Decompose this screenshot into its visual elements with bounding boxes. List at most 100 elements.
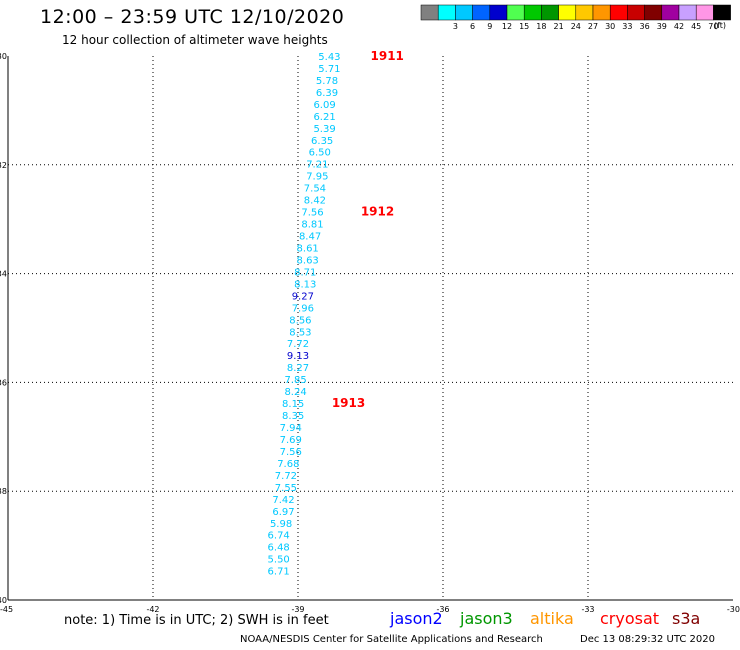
colorbar-bin xyxy=(472,4,491,21)
wave-height-point: 5.78 xyxy=(316,76,338,87)
wave-height-point: 8.13 xyxy=(294,279,316,290)
colorbar-tick-label: 42 xyxy=(674,22,684,31)
colorbar-bin xyxy=(523,4,542,21)
wave-height-point: 6.97 xyxy=(272,507,294,518)
y-tick-label: -40 xyxy=(0,596,7,605)
x-tick-label: -42 xyxy=(146,605,159,614)
colorbar-tick-label: 33 xyxy=(622,22,632,31)
colorbar-bin xyxy=(420,4,439,21)
x-tick-label: -33 xyxy=(581,605,594,614)
colorbar-bin xyxy=(558,4,577,21)
wave-height-point: 7.56 xyxy=(280,447,302,458)
colorbar-bin xyxy=(592,4,611,21)
wave-height-point: 5.39 xyxy=(313,124,335,135)
colorbar-unit: (ft) xyxy=(714,21,727,30)
colorbar-bin xyxy=(437,4,456,21)
pass-number-label: 1911 xyxy=(371,49,404,63)
wave-height-point: 7.72 xyxy=(275,471,297,482)
colorbar-tick-label: 39 xyxy=(657,22,667,31)
x-tick-label: -45 xyxy=(0,605,13,614)
wave-height-point: 7.54 xyxy=(304,184,326,195)
wave-height-point: 6.71 xyxy=(268,567,290,578)
x-tick-label: -30 xyxy=(727,605,740,614)
wave-height-point: 8.24 xyxy=(284,387,306,398)
chart-subtitle: 12 hour collection of altimeter wave hei… xyxy=(62,33,328,47)
colorbar-tick-label: 3 xyxy=(453,22,458,31)
colorbar-bin xyxy=(678,4,697,21)
wave-height-point: 7.72 xyxy=(287,339,309,350)
colorbar-bin xyxy=(455,4,473,21)
wave-height-point: 7.85 xyxy=(284,375,306,386)
wave-height-point: 7.68 xyxy=(277,459,299,470)
satellite-legend-cryosat: cryosat xyxy=(600,609,660,628)
colorbar-tick-label: 6 xyxy=(470,22,475,31)
colorbar-tick-label: 9 xyxy=(487,22,492,31)
wave-height-point: 9.13 xyxy=(287,351,309,362)
wave-height-point: 8.63 xyxy=(297,255,319,266)
wave-height-point: 7.95 xyxy=(306,172,328,183)
wave-height-point: 6.09 xyxy=(313,100,335,111)
satellite-legend-jason3: jason3 xyxy=(460,609,513,628)
colorbar-tick-label: 24 xyxy=(571,22,581,31)
colorbar-bin xyxy=(609,4,628,21)
colorbar-tick-label: 36 xyxy=(640,22,650,31)
y-tick-label: -32 xyxy=(0,161,7,170)
wave-height-point: 8.61 xyxy=(297,243,319,254)
colorbar-tick-label: 27 xyxy=(588,22,598,31)
wave-height-point: 7.55 xyxy=(275,483,297,494)
wave-height-point: 8.81 xyxy=(301,220,323,231)
generation-timestamp: Dec 13 08:29:32 UTC 2020 xyxy=(580,634,715,645)
colorbar-tick-label: 70 xyxy=(708,22,718,31)
x-tick-label: -39 xyxy=(291,605,304,614)
colorbar-bin xyxy=(661,4,680,21)
chart-title: 12:00 – 23:59 UTC 12/10/2020 xyxy=(40,6,345,28)
wave-height-point: 6.74 xyxy=(268,531,290,542)
colorbar-bin xyxy=(489,4,508,21)
colorbar-tick-label: 12 xyxy=(502,22,512,31)
wave-height-point: 5.50 xyxy=(268,555,290,566)
wave-height-point: 8.35 xyxy=(282,411,304,422)
wave-height-point: 8.56 xyxy=(289,315,311,326)
wave-height-point: 6.35 xyxy=(311,136,333,147)
wave-height-point: 7.69 xyxy=(280,435,302,446)
colorbar-bin xyxy=(695,4,714,21)
wave-height-point: 8.15 xyxy=(282,399,304,410)
colorbar-bin xyxy=(506,4,525,21)
y-tick-label: -36 xyxy=(0,378,7,387)
footnote: note: 1) Time is in UTC; 2) SWH is in fe… xyxy=(64,613,329,628)
satellite-legend-jason2: jason2 xyxy=(390,609,443,628)
wave-height-point: 8.47 xyxy=(299,232,321,243)
satellite-legend-s3a: s3a xyxy=(672,609,701,628)
pass-number-label: 1913 xyxy=(332,396,365,410)
colorbar-bin xyxy=(541,4,559,21)
pass-number-label: 1912 xyxy=(361,205,394,219)
credit-line: NOAA/NESDIS Center for Satellite Applica… xyxy=(240,634,543,645)
wave-height-point: 6.48 xyxy=(268,543,290,554)
wave-height-point: 7.21 xyxy=(306,160,328,171)
y-tick-label: -38 xyxy=(0,487,7,496)
wave-height-point: 7.94 xyxy=(280,423,302,434)
wave-height-point: 9.27 xyxy=(292,291,314,302)
colorbar-bin xyxy=(627,4,645,21)
wave-height-point: 6.39 xyxy=(316,88,338,99)
x-tick-label: -36 xyxy=(436,605,449,614)
colorbar-tick-label: 21 xyxy=(554,22,564,31)
wave-height-point: 7.56 xyxy=(301,208,323,219)
y-tick-label: -34 xyxy=(0,270,7,279)
wave-height-point: 8.42 xyxy=(304,196,326,207)
wave-height-point: 8.71 xyxy=(294,267,316,278)
colorbar-tick-label: 18 xyxy=(536,22,546,31)
wave-height-point: 5.43 xyxy=(318,52,340,63)
wave-height-point: 7.96 xyxy=(292,303,314,314)
wave-height-point: 7.42 xyxy=(272,495,294,506)
wave-height-point: 6.21 xyxy=(313,112,335,123)
colorbar-bin xyxy=(644,4,663,21)
wave-height-point: 8.53 xyxy=(289,327,311,338)
wave-height-point: 5.98 xyxy=(270,519,292,530)
satellite-legend-altika: altika xyxy=(530,609,574,628)
colorbar-tick-label: 45 xyxy=(691,22,701,31)
wave-height-point: 5.71 xyxy=(318,64,340,75)
wave-height-point: 6.50 xyxy=(309,148,331,159)
